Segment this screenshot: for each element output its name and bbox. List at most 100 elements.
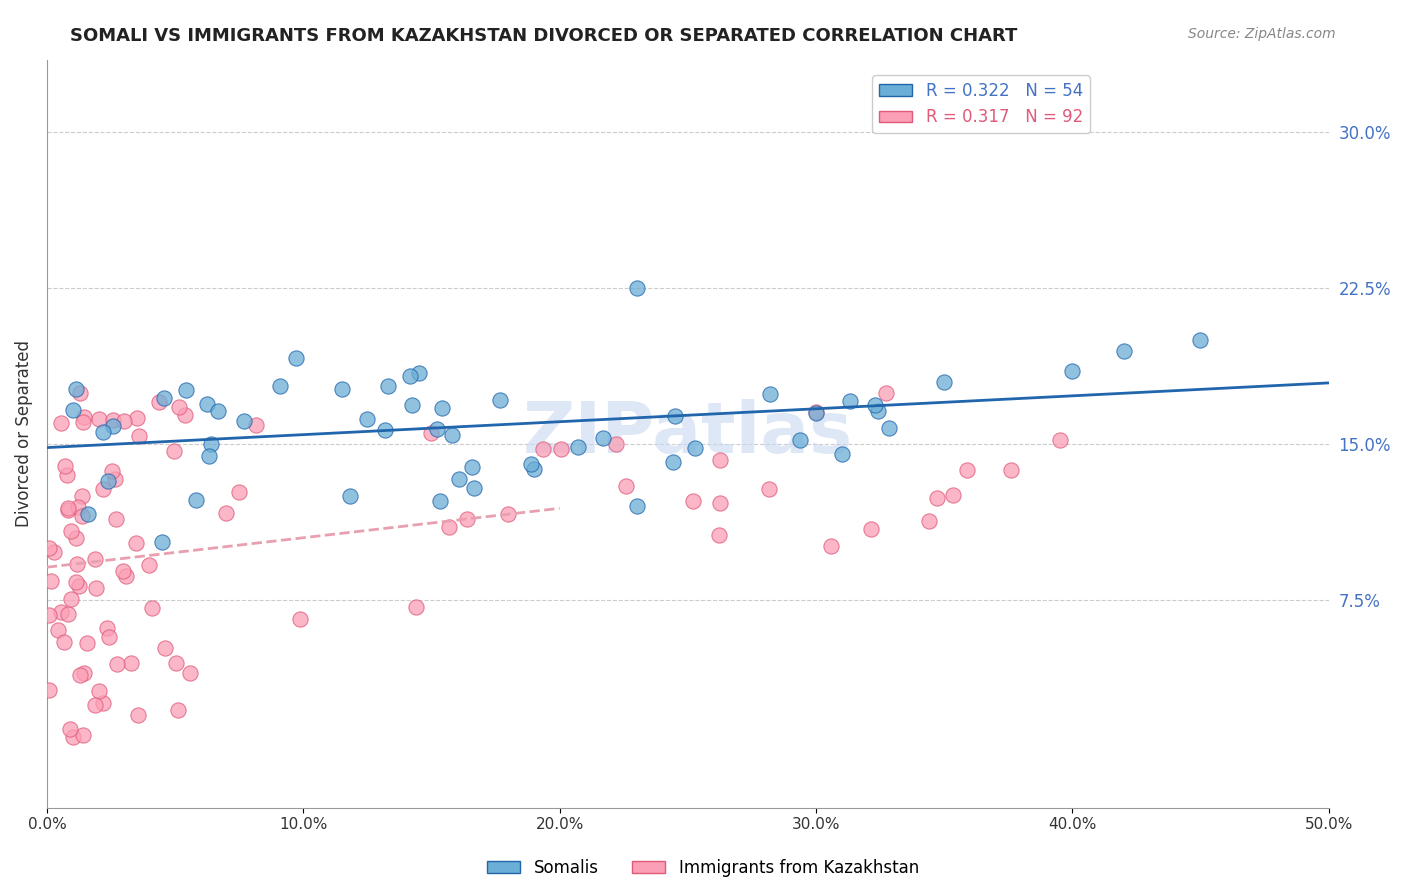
Point: [626, 281, 648, 295]
Point: [820, 539, 842, 553]
Point: [198, 450, 221, 464]
Point: [56, 503, 79, 517]
Point: [1112, 343, 1135, 358]
Point: [52, 634, 75, 648]
Point: [420, 425, 443, 440]
Text: SOMALI VS IMMIGRANTS FROM KAZAKHSTAN DIVORCED OR SEPARATED CORRELATION CHART: SOMALI VS IMMIGRANTS FROM KAZAKHSTAN DIV…: [70, 27, 1018, 45]
Point: [405, 600, 427, 615]
Point: [73, 410, 96, 425]
Point: [70, 489, 93, 503]
Point: [179, 666, 201, 681]
Point: [877, 421, 900, 435]
Point: [65, 574, 87, 589]
Point: [153, 641, 176, 656]
Point: [38, 683, 60, 698]
Point: [838, 393, 860, 408]
Point: [38, 541, 60, 555]
Point: [104, 472, 127, 486]
Point: [115, 569, 138, 583]
Point: [98, 630, 121, 644]
Point: [112, 564, 135, 578]
Point: [377, 379, 399, 393]
Point: [56, 468, 79, 483]
Point: [605, 437, 627, 451]
Point: [59, 524, 82, 539]
Point: [449, 471, 471, 485]
Point: [77, 507, 100, 521]
Point: [456, 512, 478, 526]
Point: [614, 479, 637, 493]
Point: [496, 507, 519, 521]
Point: [441, 427, 464, 442]
Point: [592, 431, 614, 445]
Point: [437, 520, 460, 534]
Point: [69, 386, 91, 401]
Point: [112, 414, 135, 428]
Point: [56, 607, 79, 621]
Point: [148, 395, 170, 409]
Point: [153, 391, 176, 405]
Point: [101, 418, 124, 433]
Point: [73, 665, 96, 680]
Point: [408, 366, 430, 380]
Point: [96, 621, 118, 635]
Point: [1062, 364, 1084, 378]
Point: [89, 683, 111, 698]
Point: [46, 623, 69, 637]
Point: [789, 434, 811, 448]
Point: [662, 455, 685, 469]
Point: [806, 404, 828, 418]
Point: [89, 412, 111, 426]
Point: [683, 441, 706, 455]
Point: [339, 489, 361, 503]
Point: [200, 437, 222, 451]
Point: [875, 386, 897, 401]
Point: [67, 500, 90, 515]
Point: [65, 383, 87, 397]
Point: [831, 447, 853, 461]
Point: [956, 463, 979, 477]
Point: [150, 534, 173, 549]
Point: [72, 415, 94, 429]
Point: [83, 698, 105, 713]
Point: [426, 422, 449, 436]
Point: [65, 531, 87, 545]
Point: [69, 668, 91, 682]
Point: [84, 581, 107, 595]
Point: [59, 591, 82, 606]
Point: [398, 368, 420, 383]
Point: [288, 611, 311, 625]
Text: ZIPatlas: ZIPatlas: [523, 399, 853, 468]
Point: [1000, 463, 1022, 477]
Point: [70, 508, 93, 523]
Point: [228, 484, 250, 499]
Point: [53, 458, 76, 473]
Point: [232, 414, 254, 428]
Point: [91, 696, 114, 710]
Point: [101, 413, 124, 427]
Point: [942, 488, 965, 502]
Point: [429, 493, 451, 508]
Point: [184, 492, 207, 507]
Point: [918, 515, 941, 529]
Point: [550, 442, 572, 456]
Point: [49, 605, 72, 619]
Point: [62, 402, 84, 417]
Point: [39, 574, 62, 589]
Point: [83, 552, 105, 566]
Point: [42, 545, 65, 559]
Point: [174, 408, 197, 422]
Point: [105, 512, 128, 526]
Point: [167, 703, 190, 717]
Point: [374, 423, 396, 437]
Point: [101, 464, 124, 478]
Point: [128, 429, 150, 443]
Point: [330, 382, 353, 396]
Point: [120, 656, 142, 670]
Point: [91, 425, 114, 439]
Point: [932, 375, 955, 389]
Point: [67, 578, 90, 592]
Point: [626, 500, 648, 514]
Point: [709, 528, 731, 542]
Point: [174, 384, 197, 398]
